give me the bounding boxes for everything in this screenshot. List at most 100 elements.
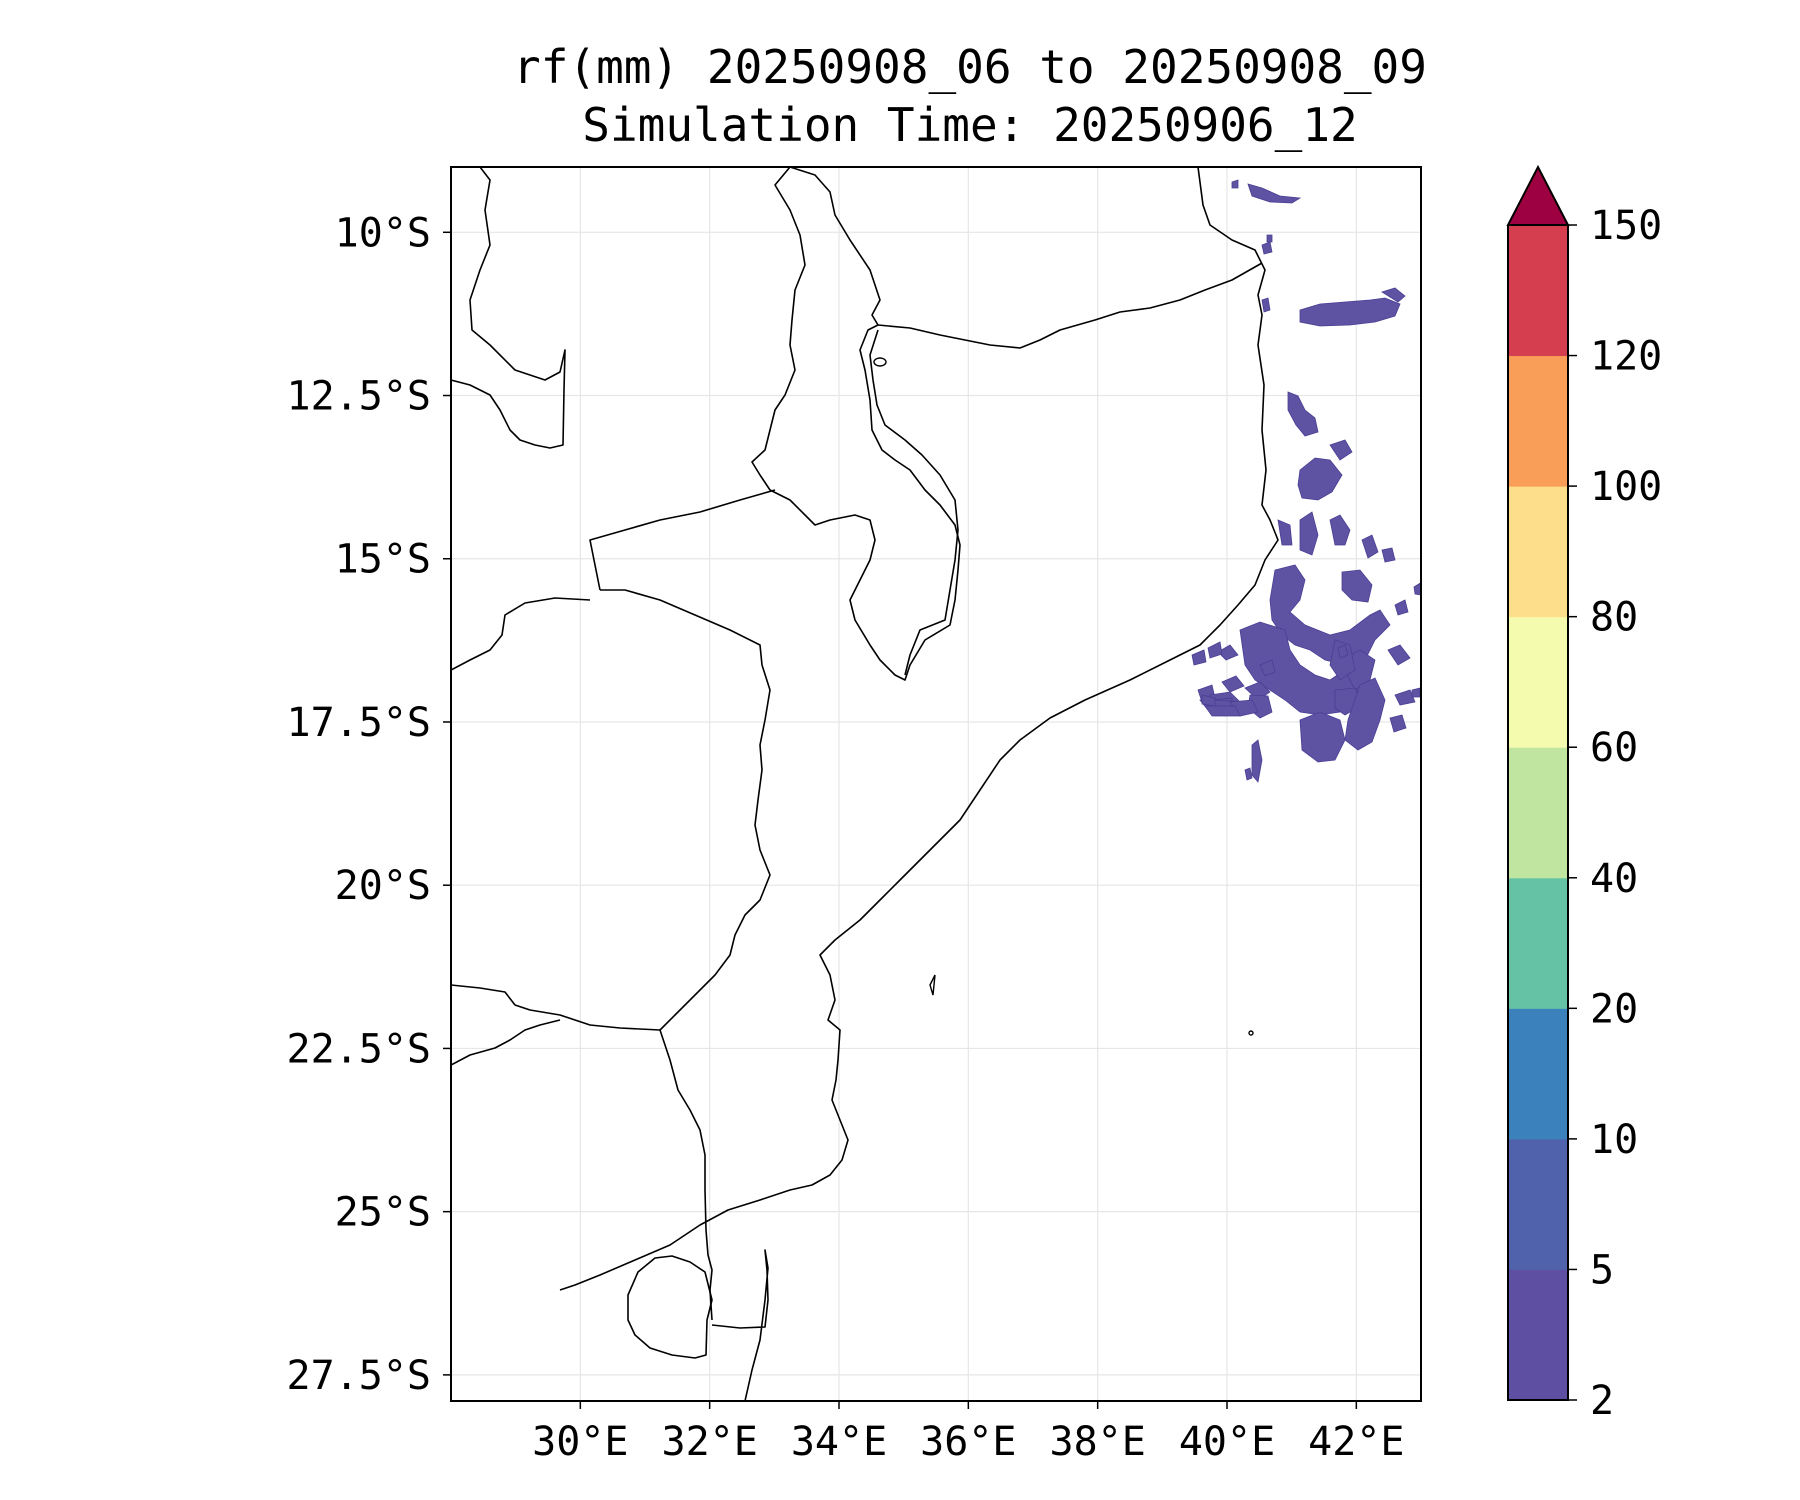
colorbar-tick-label: 60 — [1590, 725, 1638, 771]
rain-patch — [1261, 241, 1273, 255]
lon-tick-label: 32°E — [662, 1419, 758, 1465]
rain-patch — [1387, 644, 1411, 666]
colorbar-tick-label: 40 — [1590, 856, 1638, 902]
rain-patch — [1266, 234, 1273, 243]
rain-patch — [1329, 439, 1353, 461]
colorbar: 2 5 10 20 40 60 80 100 120 150 — [1506, 164, 1662, 1424]
rain-patch — [1381, 547, 1396, 563]
colorbar-tick-label: 5 — [1590, 1247, 1614, 1293]
island — [873, 357, 887, 367]
map-frame — [450, 166, 1422, 1402]
colorbar-tick-label: 80 — [1590, 595, 1638, 641]
border-zambia-mz — [589, 489, 776, 591]
colorbar-segment — [1508, 616, 1568, 748]
rain-patch — [1381, 287, 1406, 303]
island — [929, 974, 936, 996]
colorbar-segment — [1508, 747, 1568, 879]
rain-patch — [1247, 183, 1302, 204]
lat-tick-label: 22.5°S — [287, 1026, 432, 1072]
rain-patch — [1204, 705, 1241, 717]
rain-patch — [1244, 767, 1253, 781]
rain-patch — [1413, 582, 1421, 596]
map-area — [451, 167, 1421, 1401]
colorbar-frame — [1507, 225, 1569, 1401]
rain-patch — [1394, 599, 1409, 616]
colorbar-tick-label: 2 — [1590, 1378, 1614, 1424]
title-line-2: Simulation Time: 20250906_12 — [582, 98, 1358, 152]
colorbar-segment — [1508, 1269, 1568, 1401]
rain-patch — [1221, 675, 1245, 693]
lat-tick-label: 17.5°S — [287, 700, 432, 746]
rain-patch — [1329, 514, 1351, 546]
border-malawi-west — [751, 167, 961, 681]
country-borders — [451, 167, 1279, 1401]
rain-patch — [1344, 677, 1386, 751]
title-line-1: rf(mm) 20250908_06 to 20250908_09 — [513, 40, 1427, 94]
rain-patch — [1329, 639, 1356, 681]
rain-patch — [1217, 644, 1239, 661]
border-sa-mz — [659, 1029, 713, 1321]
lat-tick-label: 27.5°S — [287, 1353, 432, 1399]
lon-tick-label: 34°E — [791, 1419, 887, 1465]
colorbar-segment — [1508, 1138, 1568, 1270]
border-sa-zim — [451, 984, 661, 1031]
lon-tick-label: 38°E — [1050, 1419, 1146, 1465]
lat-tick-label: 15°S — [335, 537, 431, 583]
border-zim-zambia — [451, 597, 591, 671]
lake-malawi-shore — [869, 329, 959, 676]
rain-patch — [1231, 179, 1239, 189]
rain-patch — [1299, 297, 1401, 327]
colorbar-segment — [1508, 877, 1568, 1009]
colorbar-segment — [1508, 1008, 1568, 1140]
rainfall-patches — [1191, 179, 1421, 783]
rain-patch — [1191, 649, 1207, 666]
axis-labels: 30°E 32°E 34°E 36°E 38°E 40°E 42°E 10°S 12.5°S 15… — [287, 210, 1405, 1465]
rain-patch — [1261, 297, 1271, 313]
colorbar-tick-label: 20 — [1590, 986, 1638, 1032]
colorbar-extend-arrow — [1506, 164, 1570, 226]
rain-patch — [1251, 739, 1263, 783]
border-sa-botswana — [451, 1019, 561, 1066]
colorbar-tick-label: 100 — [1590, 464, 1662, 510]
border-malawi-east — [789, 167, 881, 326]
lat-tick-label: 20°S — [335, 863, 431, 909]
colorbar-segment — [1508, 225, 1568, 357]
lon-tick-label: 30°E — [532, 1419, 628, 1465]
rain-patch — [1337, 644, 1349, 659]
lat-tick-label: 10°S — [335, 210, 431, 256]
lon-tick-label: 40°E — [1179, 1419, 1275, 1465]
island — [1248, 1030, 1254, 1036]
rain-patch — [1341, 569, 1373, 603]
rain-patch — [1389, 714, 1407, 733]
islands — [873, 357, 1254, 1036]
colorbar-tick-label: 150 — [1590, 203, 1662, 249]
colorbar-segment — [1508, 486, 1568, 618]
border-zambia-drc — [451, 167, 566, 449]
lat-tick-label: 12.5°S — [287, 374, 432, 420]
border-tz-mz — [877, 262, 1263, 349]
rain-patch — [1259, 659, 1276, 677]
gridlines — [451, 167, 1421, 1401]
border-zim-mz — [600, 589, 771, 1031]
rain-patch — [1297, 457, 1343, 501]
rain-patch — [1411, 687, 1421, 698]
rain-patch — [1299, 711, 1346, 763]
lat-tick-label: 25°S — [335, 1190, 431, 1236]
rain-patch — [1299, 511, 1319, 556]
colorbar-tick-label: 10 — [1590, 1117, 1638, 1163]
map-title: rf(mm) 20250908_06 to 20250908_09 Simula… — [330, 38, 1610, 154]
colorbar-segment — [1508, 355, 1568, 487]
rain-patch — [1207, 641, 1223, 659]
rain-patch — [1277, 519, 1293, 546]
rain-patch — [1239, 621, 1361, 716]
lon-tick-label: 42°E — [1308, 1419, 1404, 1465]
eswatini — [627, 1255, 713, 1359]
axis-ticks — [443, 231, 1358, 1409]
rain-patch — [1361, 534, 1379, 559]
rain-patch — [1287, 391, 1319, 437]
rain-patch — [1394, 689, 1416, 706]
coastline — [559, 167, 1279, 1291]
lon-tick-label: 36°E — [920, 1419, 1016, 1465]
border-sa-mz-south — [711, 1249, 769, 1401]
